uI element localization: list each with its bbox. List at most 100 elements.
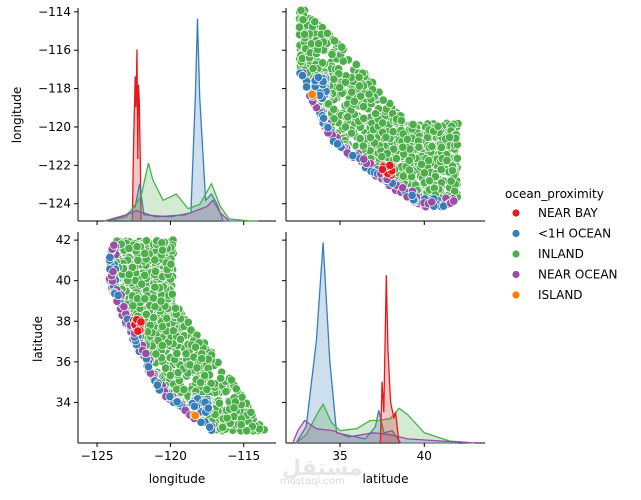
scatter-point xyxy=(203,403,213,413)
scatter-point xyxy=(319,113,329,123)
scatter-point xyxy=(136,317,146,327)
scatter-point xyxy=(389,144,399,154)
scatter-point xyxy=(128,301,138,311)
scatter-point xyxy=(442,155,452,166)
scatter-point xyxy=(246,407,256,417)
scatter-point xyxy=(378,118,388,128)
scatter-point xyxy=(186,325,196,335)
ylabel-longitude: longitude xyxy=(10,87,24,144)
scatter-point xyxy=(408,119,418,130)
scatter-point xyxy=(133,326,143,336)
lat-diag-kde-line-near-bay xyxy=(379,275,400,444)
legend-entry: NEAR OCEAN xyxy=(512,268,618,282)
scatter-point xyxy=(161,363,171,373)
scatter-point xyxy=(348,151,358,161)
xlabel-longitude: longitude xyxy=(149,472,206,486)
lat-vs-lon-ytick-label: 34 xyxy=(56,395,71,409)
lat-vs-lon-ytick-label: 40 xyxy=(56,274,71,288)
scatter-point xyxy=(329,74,339,84)
scatter-point xyxy=(150,255,160,265)
scatter-point xyxy=(402,134,412,144)
scatter-point xyxy=(329,36,340,46)
scatter-point xyxy=(327,49,337,59)
scatter-point xyxy=(436,142,447,152)
scatter-point xyxy=(296,5,306,15)
scatter-point xyxy=(150,266,161,277)
legend-entry: INLAND xyxy=(512,247,584,261)
scatter-point xyxy=(449,196,459,206)
scatter-point xyxy=(196,417,206,427)
ylabel-latitude: latitude xyxy=(31,316,45,362)
lon-diag-kde-line-inland xyxy=(104,162,252,222)
scatter-point xyxy=(143,362,154,372)
scatter-point xyxy=(168,326,178,336)
scatter-point xyxy=(446,176,456,186)
scatter-point xyxy=(343,112,353,122)
scatter-point xyxy=(162,313,172,323)
scatter-point xyxy=(140,294,150,304)
scatter-point xyxy=(381,132,391,142)
legend-label: NEAR BAY xyxy=(538,206,598,220)
scatter-point xyxy=(157,245,168,255)
legend-entry: ISLAND xyxy=(512,288,583,302)
scatter-point xyxy=(183,317,193,327)
scatter-point xyxy=(222,413,232,423)
scatter-point xyxy=(172,348,182,359)
scatter-point xyxy=(427,197,437,207)
scatter-point xyxy=(181,349,191,359)
scatter-point xyxy=(347,128,357,138)
lon-diag-ytick-label: −122 xyxy=(38,158,71,172)
scatter-point xyxy=(335,82,345,93)
lon-diag-kde-line-near-ocean xyxy=(104,199,230,222)
scatter-point xyxy=(377,164,387,174)
scatter-point xyxy=(297,71,308,81)
scatter-point xyxy=(141,236,151,246)
scatter-point xyxy=(109,240,119,250)
legend-label: ISLAND xyxy=(538,288,583,302)
scatter-point xyxy=(354,72,364,82)
scatter-point xyxy=(354,81,365,91)
scatter-point xyxy=(450,186,460,196)
scatter-point xyxy=(398,171,408,181)
lon-diag-kde-line--1h-ocean xyxy=(111,18,259,222)
scatter-point xyxy=(141,309,151,319)
scatter-point xyxy=(337,42,347,52)
scatter-point xyxy=(165,370,175,380)
scatter-point xyxy=(398,183,408,193)
scatter-point xyxy=(322,28,332,38)
scatter-point xyxy=(364,89,374,99)
lon-diag-ytick-label: −118 xyxy=(38,82,71,96)
scatter-point xyxy=(427,141,437,152)
legend-marker xyxy=(512,229,520,238)
watermark: مستقل mostaql.com xyxy=(280,456,362,487)
scatter-point xyxy=(141,348,151,359)
scatter-point xyxy=(358,102,369,112)
lon-diag-kde-fill-near-ocean xyxy=(104,200,230,221)
scatter-point xyxy=(317,58,328,68)
scatter-point xyxy=(404,155,414,165)
scatter-point xyxy=(151,349,161,359)
scatter-point xyxy=(377,152,387,162)
legend-label: <1H OCEAN xyxy=(538,227,611,241)
scatter-point xyxy=(192,363,202,373)
scatter-point xyxy=(124,243,134,253)
lat-vs-lon-ytick-label: 42 xyxy=(56,233,71,247)
lat-vs-lon-xtick-label: −125 xyxy=(81,449,114,463)
scatter-point xyxy=(189,401,200,411)
legend-marker xyxy=(512,270,520,279)
legend-entry: <1H OCEAN xyxy=(512,227,611,241)
scatter-point xyxy=(231,384,241,394)
scatter-point xyxy=(200,371,210,381)
scatter-point xyxy=(113,290,123,300)
legend-marker xyxy=(512,209,520,217)
scatter-point xyxy=(433,121,443,131)
scatter-point xyxy=(347,87,357,97)
lat-vs-lon-ytick-label: 38 xyxy=(56,314,71,328)
scatter-point xyxy=(359,154,369,164)
scatter-point xyxy=(197,354,207,364)
scatter-point xyxy=(137,279,147,289)
scatter-point xyxy=(378,95,388,105)
scatter-point xyxy=(157,340,167,351)
scatter-point xyxy=(229,403,239,413)
